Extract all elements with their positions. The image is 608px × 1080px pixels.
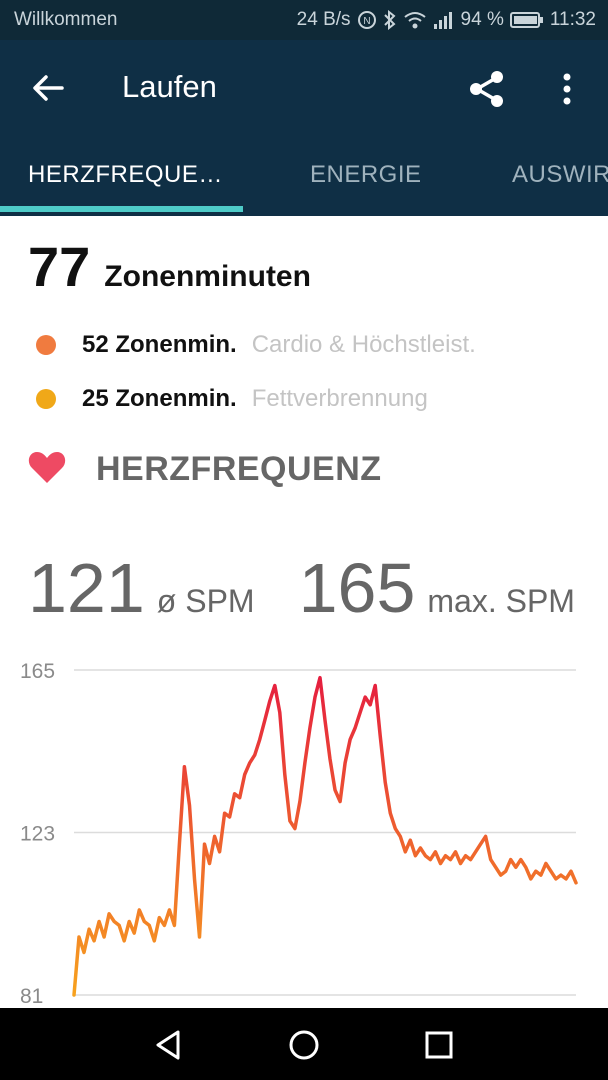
- status-battery: 94 %: [460, 9, 504, 30]
- bluetooth-icon: [383, 10, 397, 30]
- heart-rate-label: HERZFREQUENZ: [96, 450, 382, 488]
- y-tick-label: 123: [20, 823, 55, 846]
- nfc-icon: N: [357, 10, 377, 30]
- nav-home-icon[interactable]: [285, 1026, 323, 1064]
- zone-minutes-label: Zonenminuten: [104, 260, 311, 293]
- y-tick-label: 165: [20, 660, 55, 683]
- zone-value-cardio: 52 Zonenmin.: [82, 331, 237, 358]
- arrow-left-icon[interactable]: [28, 68, 68, 108]
- tab-indicator: [0, 206, 243, 212]
- zone-row-cardio: 52 Zonenmin. Cardio & Höchstleist.: [36, 331, 476, 359]
- page-title: Laufen: [122, 69, 217, 104]
- signal-icon: [433, 10, 455, 30]
- status-bar: Willkommen 24 B/s N 94 % 11:32: [0, 0, 608, 40]
- zone-value-fatburn: 25 Zonenmin.: [82, 385, 237, 412]
- heart-rate-series-line: [72, 675, 578, 997]
- avg-bpm-unit: ø SPM: [156, 583, 255, 619]
- nav-recents-icon[interactable]: [420, 1026, 458, 1064]
- wifi-icon: [403, 10, 427, 30]
- heart-rate-heading: HERZFREQUENZ: [28, 450, 382, 489]
- zone-minutes-total: 77 Zonenminuten: [28, 234, 311, 299]
- tab-energie[interactable]: ENERGIE: [310, 161, 422, 188]
- zone-desc-fatburn: Fettverbrennung: [251, 385, 428, 412]
- heart-icon: [28, 450, 66, 489]
- system-nav-bar: [0, 1008, 608, 1080]
- max-bpm-value: 165: [298, 549, 416, 627]
- app-bar: Laufen: [0, 40, 608, 136]
- tab-auswirkungen[interactable]: AUSWIR: [512, 161, 608, 188]
- status-right: 24 B/s N 94 % 11:32: [297, 9, 596, 31]
- heart-rate-chart: 165 123 81: [20, 660, 578, 1008]
- heart-rate-stats: 121 ø SPM 165 max. SPM: [28, 548, 575, 628]
- zone-dot-cardio: [36, 335, 56, 355]
- tab-bar: HERZFREQUE… ENERGIE AUSWIR: [0, 136, 608, 216]
- nav-back-icon[interactable]: [150, 1026, 188, 1064]
- status-speed: 24 B/s: [296, 9, 351, 30]
- zone-dot-fatburn: [36, 389, 56, 409]
- max-bpm-unit: max. SPM: [427, 583, 575, 619]
- svg-text:N: N: [363, 16, 370, 27]
- zone-row-fatburn: 25 Zonenmin. Fettverbrennung: [36, 385, 428, 413]
- status-time: 11:32: [549, 9, 596, 30]
- status-carrier: Willkommen: [14, 9, 118, 30]
- tab-herzfrequenz[interactable]: HERZFREQUE…: [28, 161, 223, 188]
- zone-minutes-value: 77: [28, 235, 91, 298]
- more-vert-icon[interactable]: [556, 68, 578, 110]
- avg-bpm-value: 121: [28, 549, 145, 627]
- zone-desc-cardio: Cardio & Höchstleist.: [251, 331, 476, 358]
- y-tick-label: 81: [20, 985, 43, 1008]
- battery-icon: [509, 11, 544, 29]
- share-icon[interactable]: [466, 68, 508, 110]
